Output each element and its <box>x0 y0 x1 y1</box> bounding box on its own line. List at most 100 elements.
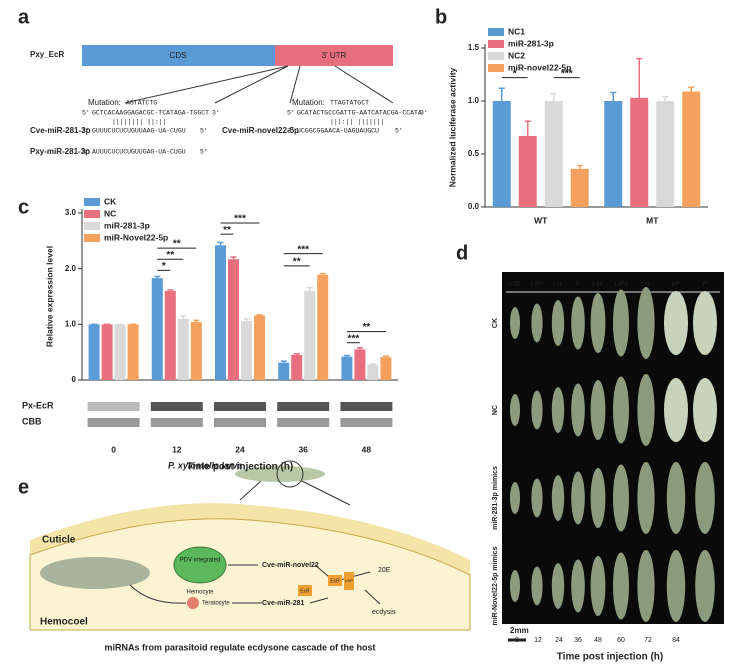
utr-box <box>275 45 393 66</box>
legend-label: miR-281-3p <box>508 38 554 48</box>
bar <box>380 357 392 380</box>
legend-swatch <box>488 52 504 60</box>
mirna-seq: GUUUCUCUCUGUUAAG-UA-CUGU <box>92 128 186 135</box>
legend-swatch <box>488 28 504 36</box>
error-bar <box>230 256 237 260</box>
specimen <box>551 387 565 433</box>
bar <box>492 101 511 207</box>
blot-band <box>340 418 393 427</box>
error-bar <box>636 57 643 98</box>
stage-label: L3M <box>531 281 544 288</box>
cds-label: CDS <box>170 51 187 60</box>
specimen <box>693 378 717 442</box>
row-label: miR-281-3p mimics <box>492 466 499 530</box>
specimen <box>664 291 688 355</box>
significance-label: *** <box>234 214 246 225</box>
specimen <box>571 559 585 613</box>
bar <box>304 290 316 380</box>
error-bar <box>688 86 695 92</box>
y-tick-label: 1.5 <box>468 43 480 52</box>
specimen <box>695 550 715 622</box>
error-bar <box>306 286 313 291</box>
pdv-label: PDV integrated <box>180 558 221 564</box>
bar <box>228 259 239 380</box>
mutation-label: Mutation: <box>292 98 325 107</box>
error-bar <box>356 346 363 350</box>
prime: 3' <box>420 110 428 117</box>
specimen <box>613 289 629 357</box>
prime: 3' <box>82 149 90 156</box>
mutation-label: Mutation: <box>88 98 121 107</box>
target-seq: GCATACTGCCGATTG-AATCATACGA-CCATA <box>297 110 422 117</box>
row-label: miR-Novel22-5p mimics <box>492 546 499 625</box>
prime: 5' <box>82 110 90 117</box>
bar <box>604 101 623 207</box>
legend-label: miR-281-3p <box>104 220 150 230</box>
blot-label: CBB <box>22 416 42 426</box>
significance-label: * <box>162 261 166 272</box>
specimen <box>666 462 686 534</box>
y-axis-label: Normalized luciferase activity <box>447 67 457 187</box>
panel-e: P. xylostella larva Cuticle Hemocoel PDV… <box>29 460 471 652</box>
significance-label: ** <box>166 250 174 261</box>
legend-swatch <box>488 64 504 72</box>
legend-label: NC2 <box>508 50 525 60</box>
mirna-label: Cve-miR-novel22 <box>262 562 319 569</box>
blot-band <box>150 402 203 411</box>
stage-label: pP <box>672 281 680 288</box>
specimen <box>613 464 629 532</box>
bar <box>682 91 701 207</box>
connector <box>124 65 394 104</box>
prime: 3' <box>287 128 295 135</box>
teratocyte-label: Teratocyte <box>202 601 230 607</box>
legend-swatch <box>84 198 100 206</box>
blot-label: Px-EcR <box>22 400 54 410</box>
significance-label: *** <box>561 68 573 79</box>
specimen <box>531 390 543 430</box>
larva-label: P. xylostella larva <box>168 460 242 470</box>
row-label: CK <box>492 318 499 328</box>
bar <box>341 356 353 380</box>
specimen <box>613 552 629 620</box>
error-bar <box>217 241 224 246</box>
panel-label: e <box>18 476 29 498</box>
error-bar <box>576 164 583 169</box>
error-bar <box>180 315 187 319</box>
pairing: |||||||| ||:|| <box>112 119 167 126</box>
x-tick-label: MT <box>646 215 659 225</box>
blot-band <box>340 402 393 411</box>
x-tick-label: 48 <box>594 637 602 644</box>
panel-a: Pxy_EcR CDS 3' UTR Mutation: AGTATCTG Mu… <box>30 45 428 156</box>
target-seq: GCTCACAAGGAGACGC-TCATAGA-TGGCT <box>92 110 209 117</box>
stage-label: L3L <box>553 281 564 288</box>
y-tick-label: 0.5 <box>468 149 480 158</box>
specimen <box>695 462 715 534</box>
bar <box>291 354 303 380</box>
stage-label: L4L <box>641 281 652 288</box>
legend-label: NC1 <box>508 26 525 36</box>
y-tick-label: 2.0 <box>65 264 77 273</box>
x-tick-label: 24 <box>235 444 245 454</box>
bar <box>317 274 329 380</box>
hemocyte-cell <box>173 546 227 584</box>
panel-label: d <box>456 242 468 264</box>
prime: 5' <box>200 149 208 156</box>
panel-label: b <box>435 6 447 28</box>
stage-label: E <box>576 281 581 288</box>
specimen <box>551 563 565 609</box>
significance-label: *** <box>348 333 360 344</box>
x-tick-label: 0 <box>111 444 116 454</box>
significance-label: ** <box>173 239 181 250</box>
x-tick-label: 36 <box>298 444 308 454</box>
hormone-label: 20E <box>378 567 391 574</box>
mutation-seq: AGTATCTG <box>126 100 157 107</box>
caption: miRNAs from parasitoid regulate ecdysone… <box>104 642 375 652</box>
hemocoel <box>29 518 471 631</box>
prime: 5' <box>395 128 403 135</box>
utr-label: 3' UTR <box>322 51 347 60</box>
bar <box>254 315 265 380</box>
mirna-name: Pxy-miR-281-3p <box>30 147 90 156</box>
error-bar <box>319 272 326 275</box>
cuticle-label: Cuticle <box>42 535 76 546</box>
specimen <box>590 380 606 440</box>
